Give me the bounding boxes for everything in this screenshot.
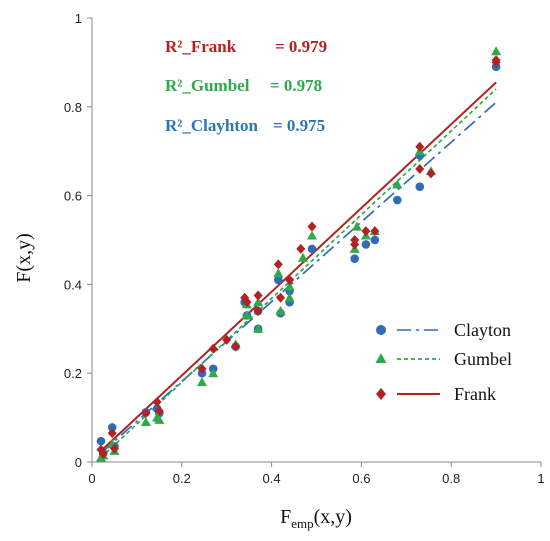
data-point-frank: [276, 292, 286, 303]
data-point-frank: [208, 343, 218, 354]
annotation-r2-frank-name: R²_Frank: [165, 37, 237, 56]
legend: Clayton Gumbel Frank: [375, 320, 512, 404]
y-tick-label: 0.6: [64, 189, 82, 204]
series-frank: [96, 55, 501, 460]
data-point-frank: [253, 306, 263, 317]
legend-marker-gumbel: [375, 353, 387, 363]
plot-area: 0 0.2 0.4 0.6 0.8 1 0 0.2 0.4 0.6 0.8 1: [64, 11, 545, 486]
data-point-frank: [361, 226, 371, 237]
x-axis-label: Femp(x,y): [280, 506, 352, 531]
data-point-frank: [197, 363, 207, 374]
annotation-r2-clayhton-name: R²_Clayhton: [165, 116, 258, 135]
x-tick-label: 0.2: [173, 471, 191, 486]
data-point-gumbel: [351, 221, 362, 231]
data-point-clayton: [393, 195, 402, 205]
y-tick-label: 0.4: [64, 277, 82, 292]
data-point-gumbel: [298, 252, 309, 262]
fit-line-gumbel: [100, 88, 497, 459]
x-tick-label: 0.6: [352, 471, 370, 486]
data-point-frank: [107, 428, 117, 439]
data-point-gumbel: [241, 310, 252, 320]
x-axis-label-sub: emp: [291, 516, 313, 531]
data-point-frank: [350, 235, 360, 245]
data-point-gumbel: [307, 230, 318, 240]
annotation-r2-clayhton-value: = 0.975: [273, 116, 325, 135]
data-point-frank: [154, 405, 164, 416]
x-tick-label: 1: [537, 471, 544, 486]
legend-label-gumbel: Gumbel: [454, 349, 512, 369]
fit-line-frank: [100, 81, 497, 452]
y-tick-label: 0.8: [64, 100, 82, 115]
annotation-r2-gumbel-value: = 0.978: [270, 76, 322, 95]
data-point-frank: [222, 334, 232, 345]
data-point-frank: [109, 443, 119, 454]
data-point-frank: [415, 141, 425, 152]
data-point-gumbel: [253, 323, 264, 333]
data-point-gumbel: [253, 297, 264, 307]
data-point-frank: [370, 226, 380, 237]
data-point-clayton: [415, 182, 425, 192]
x-tick-label: 0.8: [442, 471, 460, 486]
data-point-clayton: [361, 240, 371, 249]
data-point-gumbel: [273, 268, 284, 278]
legend-marker-clayton: [376, 325, 386, 335]
data-point-gumbel: [140, 417, 151, 427]
data-point-frank: [152, 397, 162, 408]
data-point-gumbel: [491, 46, 502, 56]
legend-item-clayton: Clayton: [376, 320, 511, 340]
y-tick-label: 0.2: [64, 366, 82, 381]
x-tick-label: 0: [88, 471, 95, 486]
y-axis-label: F(x,y): [13, 233, 35, 282]
fit-line-clayton: [100, 101, 497, 454]
x-axis-label-tail: (x,y): [314, 506, 352, 528]
data-point-frank: [285, 274, 295, 285]
data-point-frank: [426, 168, 436, 179]
legend-item-gumbel: Gumbel: [375, 349, 512, 369]
data-point-gumbel: [154, 414, 165, 424]
data-point-frank: [415, 163, 425, 174]
data-point-clayton: [96, 436, 106, 446]
legend-item-frank: Frank: [376, 384, 496, 404]
annotation-r2-frank-value: = 0.979: [275, 37, 327, 56]
data-point-frank: [231, 341, 241, 352]
legend-label-clayton: Clayton: [454, 320, 511, 340]
data-point-frank: [98, 449, 108, 460]
data-point-clayton: [370, 235, 380, 245]
data-point-frank: [141, 408, 151, 419]
data-point-clayton: [307, 244, 317, 254]
annotation-r2-gumbel: R²_Gumbel = 0.978: [165, 76, 322, 95]
data-point-frank: [273, 259, 283, 270]
data-point-clayton: [350, 254, 359, 263]
data-point-frank: [307, 221, 317, 232]
data-point-gumbel: [275, 306, 286, 316]
data-point-frank: [296, 243, 306, 254]
annotation-r2-gumbel-name: R²_Gumbel: [165, 76, 250, 95]
data-point-frank: [242, 297, 252, 308]
data-point-gumbel: [197, 377, 208, 387]
annotation-r2-clayhton: R²_Clayhton = 0.975: [165, 116, 325, 135]
x-axis-label-main: F: [280, 506, 291, 528]
annotation-r2-frank: R²_Frank = 0.979: [165, 37, 327, 56]
data-point-clayton: [107, 423, 117, 432]
y-tick-label: 0: [75, 455, 82, 470]
data-point-gumbel: [208, 368, 219, 378]
data-point-frank: [253, 290, 263, 301]
data-point-gumbel: [284, 292, 295, 302]
legend-marker-frank: [376, 388, 386, 400]
data-point-clayton: [274, 275, 283, 285]
y-tick-label: 1: [75, 11, 82, 26]
data-point-frank: [491, 55, 501, 66]
data-point-gumbel: [284, 281, 295, 291]
x-tick-label: 0.4: [263, 471, 281, 486]
legend-label-frank: Frank: [454, 384, 496, 404]
data-point-gumbel: [392, 179, 403, 189]
